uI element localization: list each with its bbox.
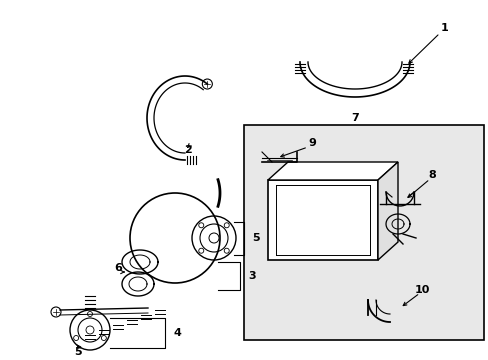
Text: 7: 7 — [350, 113, 358, 123]
Text: 3: 3 — [247, 271, 255, 281]
Polygon shape — [377, 162, 397, 260]
Text: 4: 4 — [174, 328, 182, 338]
Polygon shape — [267, 162, 397, 180]
Text: 5: 5 — [74, 347, 81, 357]
Text: 1: 1 — [440, 23, 448, 33]
Bar — [267, 180, 377, 260]
Text: 9: 9 — [307, 138, 315, 148]
Text: 5: 5 — [251, 233, 259, 243]
Bar — [244, 125, 483, 340]
Text: 6: 6 — [114, 263, 122, 273]
Text: 8: 8 — [427, 170, 435, 180]
Text: 2: 2 — [184, 145, 191, 155]
Text: 10: 10 — [413, 285, 429, 295]
